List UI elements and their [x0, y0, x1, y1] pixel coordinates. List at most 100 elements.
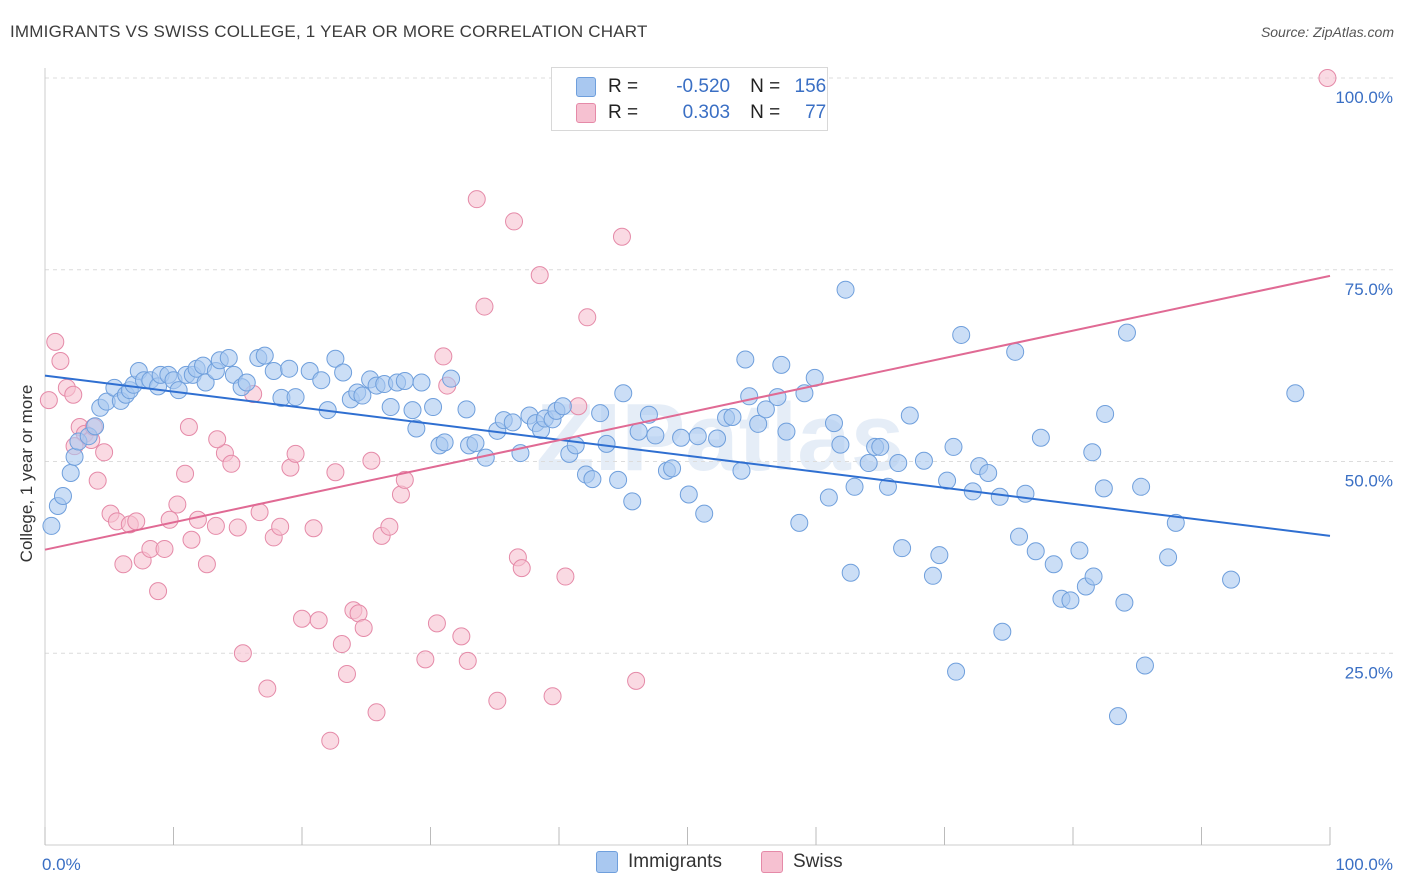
legend-r-label: R =: [608, 102, 639, 123]
immigrants-point: [923, 566, 942, 585]
immigrants-point: [819, 488, 838, 507]
immigrants-point: [1016, 484, 1035, 503]
immigrants-point: [326, 349, 345, 368]
swiss-point: [188, 510, 207, 529]
trend-lines: [44, 274, 1331, 551]
legend-r-value: 0.303: [682, 102, 731, 123]
immigrants-point: [1108, 707, 1127, 726]
immigrants-point: [457, 400, 476, 419]
immigrants-point: [708, 429, 727, 448]
swiss-point: [88, 471, 107, 490]
y-axis-title: College, 1 year or more: [17, 385, 36, 563]
immigrants-point: [790, 513, 809, 532]
immigrants-point: [639, 405, 658, 424]
immigrants-point: [597, 434, 616, 453]
immigrants-point: [889, 454, 908, 473]
swiss-point: [488, 691, 507, 710]
axes: [44, 68, 1331, 846]
immigrants-point: [1117, 323, 1136, 342]
immigrants-point: [334, 363, 353, 382]
swiss-point: [222, 454, 241, 473]
immigrants-point: [264, 361, 283, 380]
swiss-point: [332, 635, 351, 654]
immigrants-point: [381, 398, 400, 417]
swiss-point: [149, 582, 168, 601]
immigrants-point: [1286, 384, 1305, 403]
immigrants-point: [841, 563, 860, 582]
immigrants-point: [65, 447, 84, 466]
swiss-point: [293, 609, 311, 628]
immigrants-point: [466, 434, 485, 453]
immigrants-point: [824, 414, 843, 433]
immigrants-point: [566, 436, 585, 455]
immigrants-point: [196, 373, 215, 392]
immigrants-point: [859, 454, 878, 473]
swiss-point: [475, 297, 494, 316]
swiss-point: [228, 518, 247, 537]
immigrants-point: [688, 427, 707, 446]
immigrants-point: [1070, 541, 1089, 560]
immigrants-point: [938, 471, 957, 490]
swiss-swatch: [576, 103, 596, 123]
swiss-point: [337, 664, 356, 683]
immigrants-point: [736, 350, 755, 369]
swiss-point: [206, 516, 225, 535]
legend-n-label: N =: [750, 76, 781, 97]
legend-item-immigrants: Immigrants: [596, 851, 722, 873]
legend-row-immigrants: R = -0.520 N = 156: [576, 75, 826, 99]
swiss-point: [160, 510, 179, 529]
swiss-point: [114, 555, 133, 574]
swiss-point: [46, 332, 65, 351]
immigrants-point: [86, 417, 105, 436]
immigrants-point: [723, 408, 742, 427]
immigrants-point: [944, 437, 963, 456]
immigrants-point: [219, 348, 238, 367]
immigrants-point: [878, 477, 897, 496]
immigrants-point: [395, 371, 414, 390]
swiss-point: [458, 651, 477, 670]
immigrants-point: [672, 428, 691, 447]
swiss-point: [208, 430, 227, 449]
swiss-point: [179, 417, 198, 436]
immigrants-point: [280, 359, 299, 378]
immigrants-point: [836, 280, 855, 299]
immigrants-point: [1159, 548, 1178, 567]
immigrants-point: [61, 464, 80, 483]
grid-lines: [45, 77, 1395, 654]
immigrants-point: [768, 388, 787, 407]
swiss-point: [304, 519, 323, 538]
immigrants-points: [42, 280, 1305, 726]
swiss-point: [258, 679, 277, 698]
immigrants-point: [740, 387, 759, 406]
immigrants-point: [893, 539, 912, 558]
swiss-point: [197, 555, 216, 574]
immigrants-point: [1084, 567, 1103, 586]
immigrants-point: [772, 355, 791, 374]
immigrants-point: [629, 422, 648, 441]
immigrants-point: [1132, 477, 1151, 496]
immigrants-point: [583, 470, 602, 489]
legend-row-swiss: R = 0.303 N = 77: [576, 101, 826, 125]
immigrants-point: [1010, 527, 1029, 546]
tick-labels: 25.0% 50.0% 75.0% 100.0% 0.0% 100.0% College, …: [17, 88, 1393, 874]
immigrants-point: [914, 451, 933, 470]
immigrants-point: [756, 400, 775, 419]
swiss-point: [286, 444, 305, 463]
immigrants-point: [1135, 656, 1154, 675]
immigrants-point: [42, 516, 61, 535]
immigrants-point: [845, 477, 864, 496]
y-tick-label: 100.0%: [1335, 88, 1393, 107]
immigrants-point: [503, 413, 522, 432]
immigrants-point: [353, 386, 372, 405]
legend-label-immigrants: Immigrants: [628, 851, 722, 872]
swiss-point: [233, 644, 252, 663]
swiss-point: [612, 227, 631, 246]
swiss-point: [556, 567, 575, 586]
swiss-point: [362, 451, 381, 470]
swiss-point: [51, 352, 70, 371]
swiss-point: [309, 611, 328, 630]
swiss-point: [321, 731, 340, 750]
immigrants-point: [53, 487, 72, 506]
immigrants-point: [286, 388, 305, 407]
legend-r-label: R =: [608, 76, 639, 97]
